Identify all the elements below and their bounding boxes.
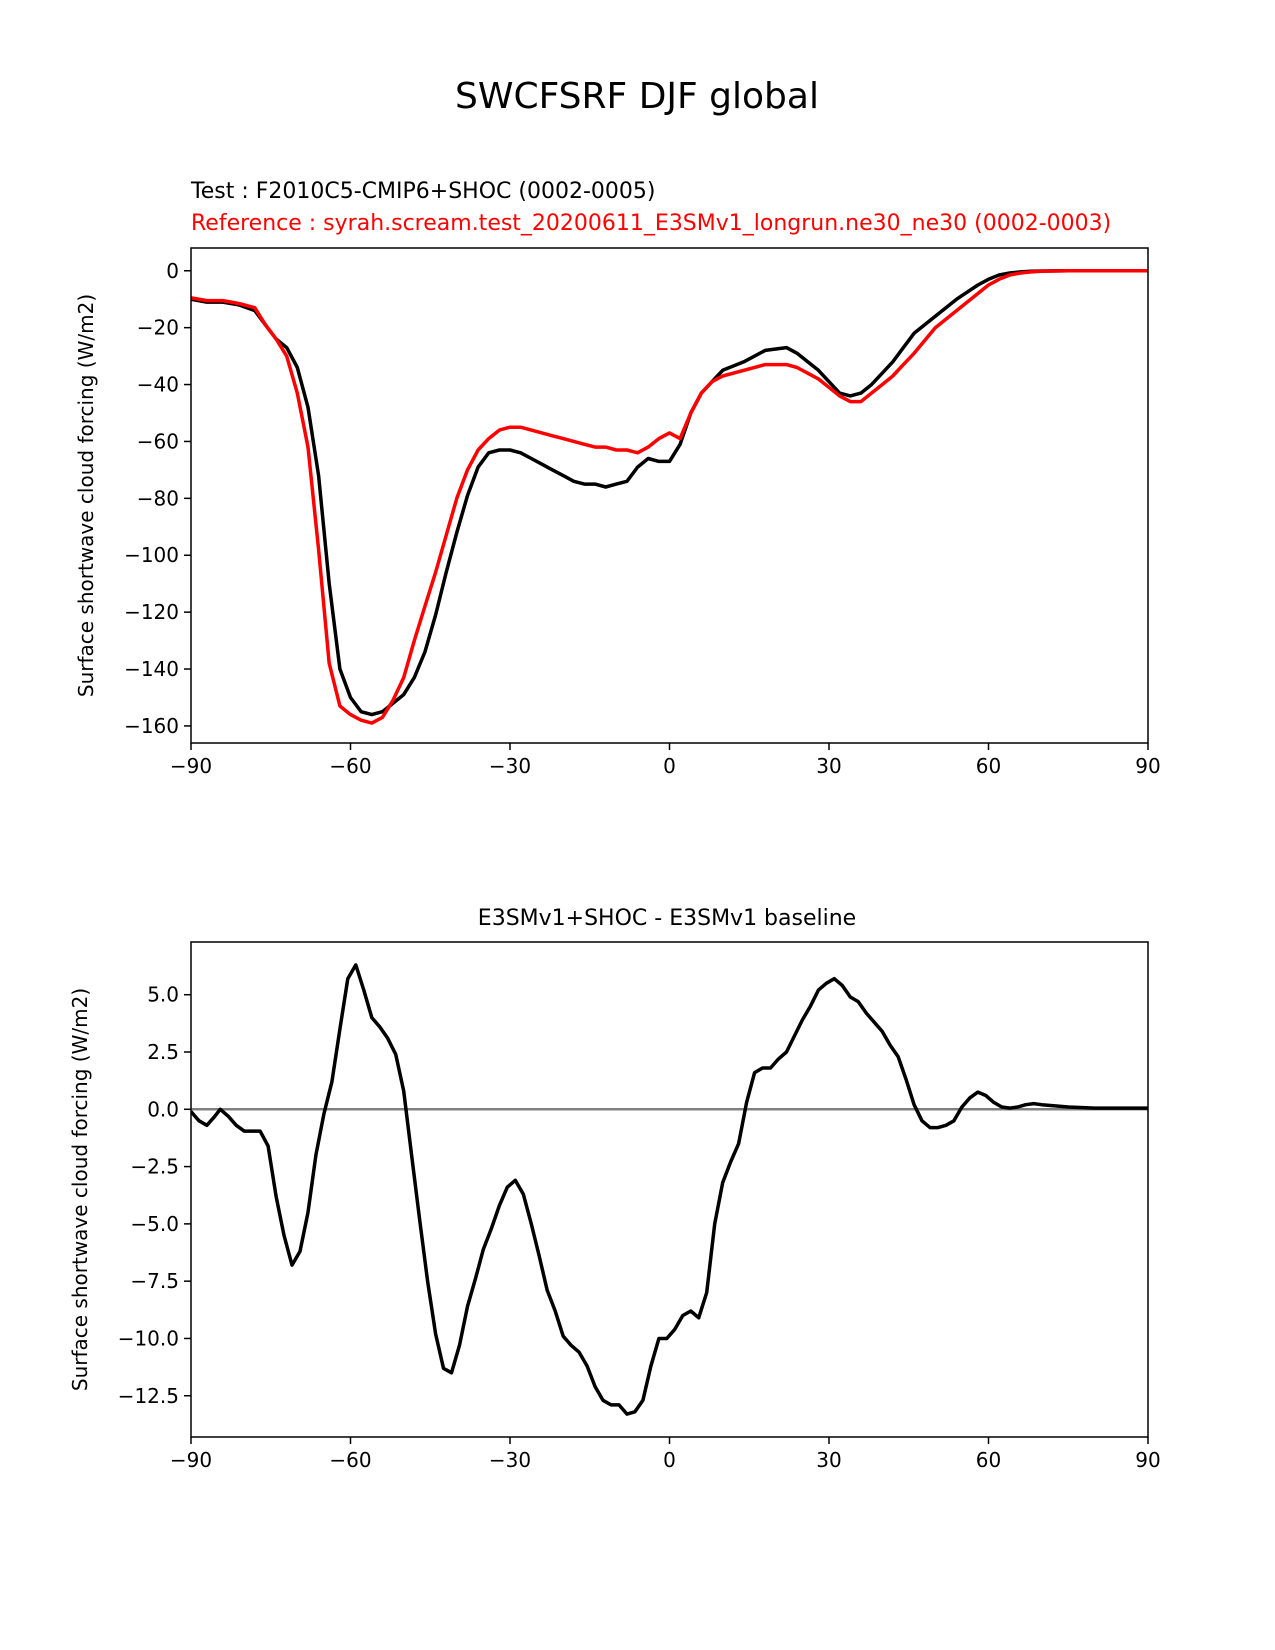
y-tick-label: −160 bbox=[124, 714, 179, 738]
plot-frame bbox=[190, 941, 1149, 1438]
x-tick-label: −90 bbox=[170, 754, 212, 778]
y-tick-label: 5.0 bbox=[147, 983, 179, 1007]
reference-label: Reference : syrah.scream.test_20200611_E… bbox=[191, 211, 1111, 236]
y-tick-label: −80 bbox=[137, 486, 179, 510]
x-tick-label: 90 bbox=[1135, 754, 1160, 778]
y-tick-label: −100 bbox=[124, 543, 179, 567]
bottom-plot-title: E3SMv1+SHOC - E3SMv1 baseline bbox=[478, 906, 856, 931]
x-tick-label: 60 bbox=[976, 1448, 1001, 1472]
y-tick-label: −140 bbox=[124, 657, 179, 681]
test-label: Test : F2010C5-CMIP6+SHOC (0002-0005) bbox=[190, 179, 655, 204]
series-line-1 bbox=[191, 963, 1148, 1416]
x-tick-label: −60 bbox=[329, 754, 371, 778]
x-tick-label: −60 bbox=[329, 1448, 371, 1472]
y-tick-label: 0.0 bbox=[147, 1097, 179, 1121]
x-tick-label: 30 bbox=[816, 754, 841, 778]
x-tick-label: 30 bbox=[816, 1448, 841, 1472]
top-line-plot: −90 −60 −30 0 30 60 90 0 −20 −40 −60 −80 −100 −120 −14… bbox=[74, 247, 1161, 778]
series-line-1 bbox=[191, 269, 1148, 717]
y-tick-label: −7.5 bbox=[130, 1269, 179, 1293]
x-tick-label: 0 bbox=[663, 754, 676, 778]
y-tick-label: −120 bbox=[124, 600, 179, 624]
y-axis-label: Surface shortwave cloud forcing (W/m2) bbox=[68, 988, 92, 1391]
x-tick-label: 90 bbox=[1135, 1448, 1160, 1472]
x-tick-label: −30 bbox=[489, 754, 531, 778]
x-tick-label: 60 bbox=[976, 754, 1001, 778]
plot-frame bbox=[190, 247, 1149, 744]
y-tick-label: −60 bbox=[137, 429, 179, 453]
figure-title: SWCFSRF DJF global bbox=[455, 76, 819, 117]
y-tick-label: 0 bbox=[166, 259, 179, 283]
bottom-line-plot: −90 −60 −30 0 30 60 90 5.0 2.5 0.0 −2.5 −5.0 −7.5 −10… bbox=[68, 941, 1161, 1472]
y-tick-label: −10.0 bbox=[118, 1326, 179, 1350]
y-tick-label: 2.5 bbox=[147, 1040, 179, 1064]
y-tick-label: −12.5 bbox=[118, 1384, 179, 1408]
y-tick-label: −5.0 bbox=[130, 1212, 179, 1236]
y-tick-label: −2.5 bbox=[130, 1155, 179, 1179]
x-tick-label: −90 bbox=[170, 1448, 212, 1472]
y-tick-label: −40 bbox=[137, 373, 179, 397]
y-tick-label: −20 bbox=[137, 316, 179, 340]
x-tick-label: −30 bbox=[489, 1448, 531, 1472]
x-tick-label: 0 bbox=[663, 1448, 676, 1472]
series-line-2 bbox=[191, 269, 1148, 725]
y-axis-label: Surface shortwave cloud forcing (W/m2) bbox=[74, 294, 98, 697]
